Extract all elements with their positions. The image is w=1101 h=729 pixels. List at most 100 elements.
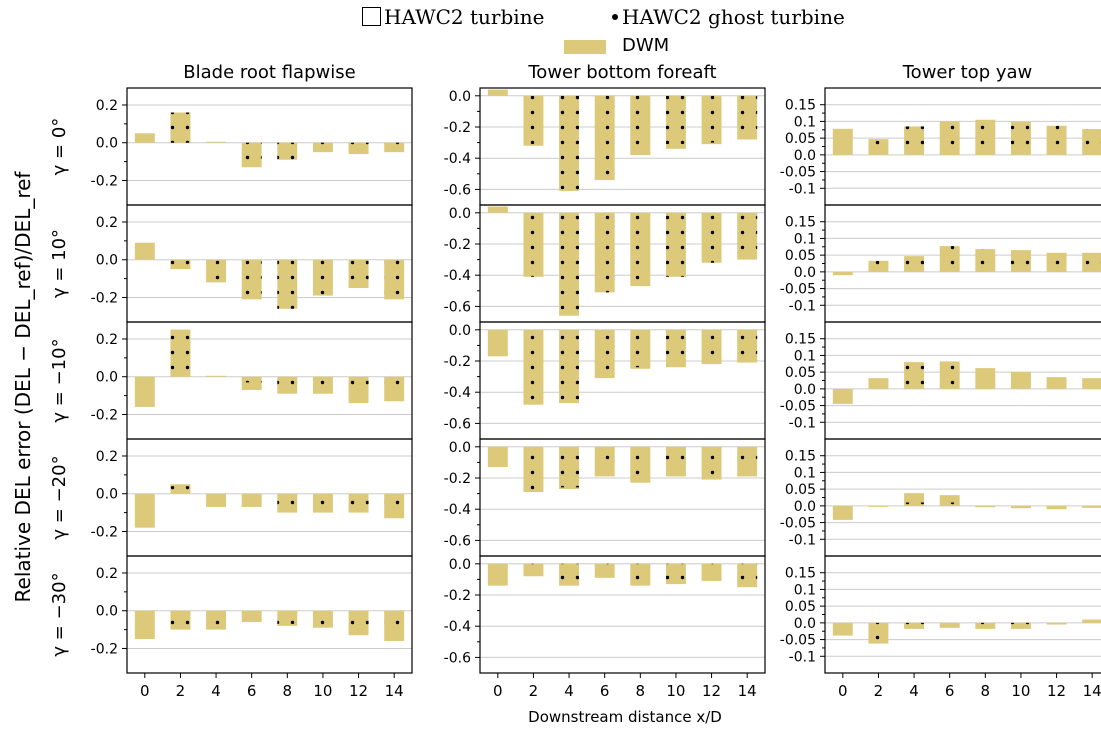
x-tick-label: 2 [529,682,539,700]
dwm-bar [134,376,155,407]
ghost-turbine-dots [868,140,889,155]
ghost-turbine-dots [277,493,298,511]
x-axis-label: Downstream distance x/D [528,708,722,726]
x-tick-label: 0 [493,682,503,700]
y-tick-label: 0.2 [96,215,118,231]
ghost-turbine-dots [975,622,996,627]
x-tick-label: 10 [313,682,332,700]
ghost-turbine-dots [312,493,333,511]
ghost-turbine-dots [241,610,262,617]
ghost-turbine-dots [523,212,544,277]
ghost-turbine-dots [523,446,544,491]
subplot-frame [479,555,766,674]
y-tick-label: 0.15 [785,215,816,231]
ghost-turbine-dots [1010,121,1031,155]
ghost-turbine-dots [1010,385,1031,389]
ghost-turbine-dots [737,563,758,583]
ghost-turbine-dots [170,112,191,143]
y-tick-label: -0.2 [91,524,118,540]
y-tick-label: -0.6 [444,182,471,198]
y-tick-label: 0.0 [794,148,816,164]
y-tick-label: 0.0 [96,370,118,386]
ghost-turbine-dots [904,126,925,155]
y-tick-label: -0.05 [780,516,816,532]
ghost-turbine-dots [523,95,544,145]
ghost-turbine-dots [701,95,722,143]
ghost-turbine-dots [559,563,580,583]
ghost-turbine-dots [206,610,227,628]
ghost-turbine-dots [1046,385,1067,389]
ghost-turbine-dots [559,329,580,404]
x-tick-label: 8 [981,682,991,700]
y-tick-label: -0.05 [780,165,816,181]
y-tick-label: -0.4 [444,619,471,635]
y-tick-label: -0.2 [91,407,118,423]
ghost-turbine-dots [277,259,298,309]
x-tick-label: 14 [1083,682,1101,700]
y-tick-label: 0.15 [785,98,816,114]
subplot-frame [126,438,413,557]
dwm-bar [975,368,996,389]
ghost-turbine-dots [594,329,615,379]
ghost-turbine-dots [206,493,227,500]
y-tick-label: -0.05 [780,633,816,649]
ghost-turbine-dots [1082,129,1101,155]
ghost-turbine-dots [384,493,405,509]
y-tick-label: 0.2 [96,98,118,114]
dwm-bar [206,375,227,377]
ghost-turbine-dots [170,329,191,377]
ghost-turbine-dots [384,610,405,636]
ghost-turbine-dots [665,212,686,277]
dwm-bar [487,446,508,468]
dwm-bar [134,133,155,143]
dwm-bar [1010,505,1031,509]
y-tick-label: 0.05 [785,365,816,381]
ghost-turbine-dots [312,610,333,626]
y-tick-label: -0.6 [444,299,471,315]
ghost-turbine-dots [277,610,298,624]
y-tick-label: -0.1 [789,298,816,314]
x-tick-label: 4 [564,682,574,700]
subplot-frame [126,555,413,674]
y-tick-label: -0.05 [780,399,816,415]
ghost-turbine-dots [559,212,580,316]
dwm-bar [1046,622,1067,625]
ghost-turbine-dots [975,249,996,272]
ghost-turbine-dots [277,376,298,394]
x-tick-label: 12 [349,682,368,700]
legend-ghost-marker [612,14,618,20]
y-tick-label: 0.2 [96,566,118,582]
ghost-turbine-dots [594,212,615,293]
ghost-turbine-dots [665,95,686,145]
y-tick-label: -0.1 [789,415,816,431]
y-tick-label: 0.1 [794,348,816,364]
column-title: Tower bottom foreaft [527,62,716,83]
column-title: Blade root flapwise [183,62,355,83]
row-label: γ = 10° [49,229,70,298]
y-tick-label: -0.4 [444,151,471,167]
y-tick-label: -0.2 [91,290,118,306]
ghost-turbine-dots [1082,385,1101,389]
ghost-turbine-dots [939,121,960,155]
x-tick-label: 14 [385,682,404,700]
ghost-turbine-dots [701,212,722,263]
subplot-frame [479,438,766,557]
ghost-turbine-dots [630,212,651,285]
dwm-bar [868,505,889,507]
ghost-turbine-dots [384,142,405,153]
subplot-frame [126,87,413,206]
ghost-turbine-dots [1082,252,1101,272]
ghost-turbine-dots [939,502,960,506]
ghost-turbine-dots [630,329,651,368]
ghost-turbine-dots [170,259,191,270]
subplot-frame [126,204,413,323]
legend: HAWC2 turbine HAWC2 ghost turbine DWM [360,2,920,60]
ghost-turbine-dots [939,361,960,389]
ghost-turbine-dots [975,119,996,155]
ghost-turbine-dots [170,610,191,628]
y-tick-label: 0.0 [449,557,471,573]
y-tick-label: 0.0 [449,323,471,339]
dwm-bar [832,622,853,636]
ghost-turbine-dots [241,259,262,300]
subplot-grid: Blade root flapwise -0.2 0.0 0.2 γ = 0° -0.2 0… [49,62,1101,700]
